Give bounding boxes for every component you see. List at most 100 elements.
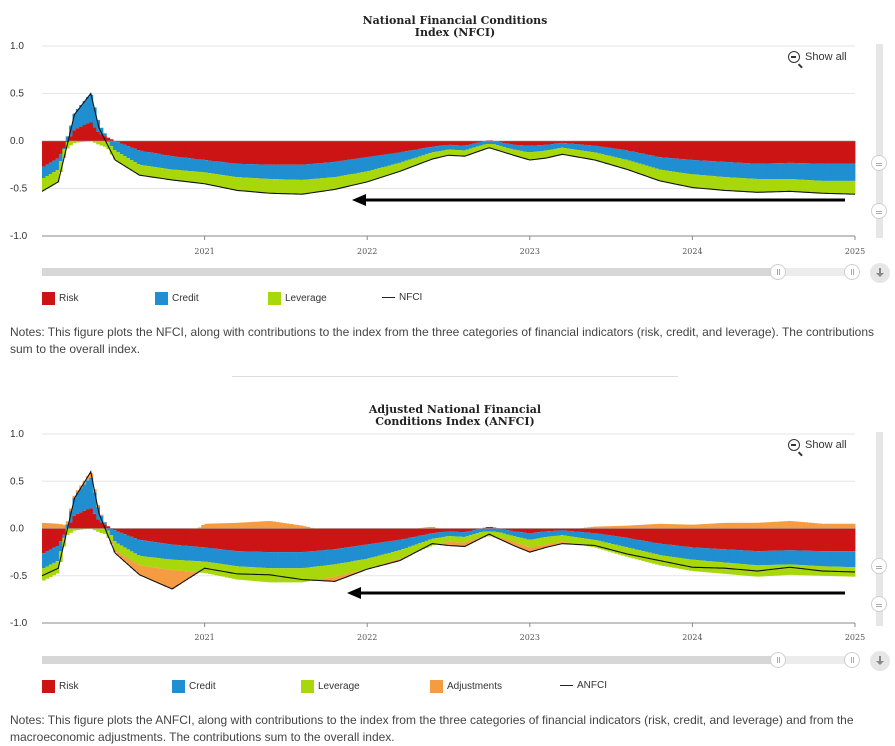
- bar-credit: [845, 551, 849, 567]
- bar-leverage: [337, 176, 341, 188]
- bar-risk: [770, 529, 774, 551]
- legend-swatch: [268, 292, 281, 305]
- show-all-button[interactable]: Show all: [788, 51, 847, 63]
- legend-item-index[interactable]: ANFCI: [560, 680, 607, 691]
- bar-credit: [560, 143, 564, 148]
- bar-adjustments: [218, 523, 222, 528]
- bar-credit: [733, 162, 737, 177]
- bar-leverage: [770, 565, 774, 576]
- bar-leverage: [804, 565, 808, 575]
- bar-credit: [133, 149, 137, 162]
- bar-credit: [320, 550, 324, 566]
- bar-credit: [567, 531, 571, 536]
- bar-risk: [638, 529, 642, 541]
- vertical-scroll-handle-bottom[interactable]: [871, 596, 887, 612]
- bar-leverage: [757, 179, 761, 192]
- bar-risk: [828, 141, 832, 164]
- bar-risk: [296, 141, 300, 165]
- bar-leverage: [709, 176, 713, 189]
- bar-credit: [736, 550, 740, 564]
- bar-credit: [178, 545, 182, 560]
- bar-credit: [797, 163, 801, 179]
- bar-risk: [337, 529, 341, 549]
- bar-risk: [520, 529, 524, 533]
- vertical-scroll-handle-bottom[interactable]: [871, 203, 887, 219]
- bar-leverage: [699, 175, 703, 188]
- horizontal-scroll-handle-right[interactable]: [844, 652, 860, 668]
- bar-credit: [655, 157, 659, 169]
- bar-leverage: [327, 565, 331, 578]
- horizontal-scroll-handle-left[interactable]: [770, 652, 786, 668]
- horizontal-scroll-track[interactable]: [778, 268, 852, 276]
- bar-credit: [377, 155, 381, 168]
- horizontal-scrollbar[interactable]: [42, 656, 778, 664]
- legend-label: Risk: [59, 681, 78, 692]
- legend-item-credit[interactable]: Credit: [155, 292, 199, 305]
- show-all-button[interactable]: Show all: [788, 439, 847, 451]
- bar-leverage: [69, 141, 73, 145]
- bar-leverage: [692, 560, 696, 571]
- legend-item-risk[interactable]: Risk: [42, 680, 78, 693]
- bar-leverage: [398, 163, 402, 172]
- legend-item-leverage[interactable]: Leverage: [268, 292, 327, 305]
- bar-risk: [730, 529, 734, 550]
- bar-risk: [554, 141, 558, 144]
- bar-credit: [293, 552, 297, 568]
- bar-credit: [259, 164, 263, 178]
- bar-credit: [557, 143, 561, 148]
- legend-item-adjustments[interactable]: Adjustments: [430, 680, 502, 693]
- bar-risk: [543, 141, 547, 145]
- y-tick-label: 0.5: [10, 476, 24, 487]
- bar-leverage: [787, 179, 791, 191]
- bar-credit: [330, 162, 334, 177]
- vertical-scroll-handle-top[interactable]: [871, 558, 887, 574]
- bar-credit: [591, 533, 595, 539]
- bar-risk: [279, 529, 283, 553]
- legend-item-leverage[interactable]: Leverage: [301, 680, 360, 693]
- bar-leverage: [791, 179, 795, 191]
- bar-leverage: [435, 152, 439, 158]
- bar-credit: [570, 531, 574, 536]
- bar-credit: [49, 550, 53, 565]
- bar-adjustments: [598, 526, 602, 528]
- bar-credit: [526, 146, 530, 152]
- bar-adjustments: [804, 522, 808, 528]
- vertical-scroll-handle-top[interactable]: [871, 155, 887, 171]
- bar-risk: [442, 529, 446, 532]
- bar-risk: [625, 529, 629, 538]
- horizontal-scroll-handle-left[interactable]: [770, 264, 786, 280]
- bar-risk: [313, 141, 317, 164]
- legend-item-credit[interactable]: Credit: [172, 680, 216, 693]
- bar-risk: [232, 529, 236, 551]
- bar-risk: [340, 141, 344, 161]
- bar-credit: [140, 151, 144, 165]
- legend-item-risk[interactable]: Risk: [42, 292, 78, 305]
- horizontal-scrollbar[interactable]: [42, 268, 778, 276]
- horizontal-scroll-track[interactable]: [778, 656, 852, 664]
- bar-risk: [367, 141, 371, 157]
- bar-credit: [347, 547, 351, 562]
- bar-credit: [364, 157, 368, 171]
- bar-leverage: [174, 170, 178, 181]
- horizontal-scroll-handle-right[interactable]: [844, 264, 860, 280]
- download-icon[interactable]: [870, 263, 890, 283]
- bar-credit: [408, 151, 412, 160]
- bar-risk: [835, 529, 839, 552]
- bar-credit: [601, 147, 605, 154]
- bar-risk: [642, 141, 646, 154]
- bar-risk: [648, 529, 652, 542]
- bar-risk: [343, 141, 347, 160]
- bar-credit: [831, 551, 835, 566]
- bar-leverage: [618, 158, 622, 167]
- bar-risk: [838, 141, 842, 164]
- bar-risk: [262, 141, 266, 165]
- legend-item-index[interactable]: NFCI: [382, 292, 422, 303]
- bar-risk: [408, 141, 412, 151]
- bar-risk: [509, 529, 513, 531]
- bar-credit: [127, 536, 131, 550]
- bar-credit: [415, 149, 419, 157]
- bar-leverage: [194, 561, 198, 572]
- download-icon[interactable]: [870, 651, 890, 671]
